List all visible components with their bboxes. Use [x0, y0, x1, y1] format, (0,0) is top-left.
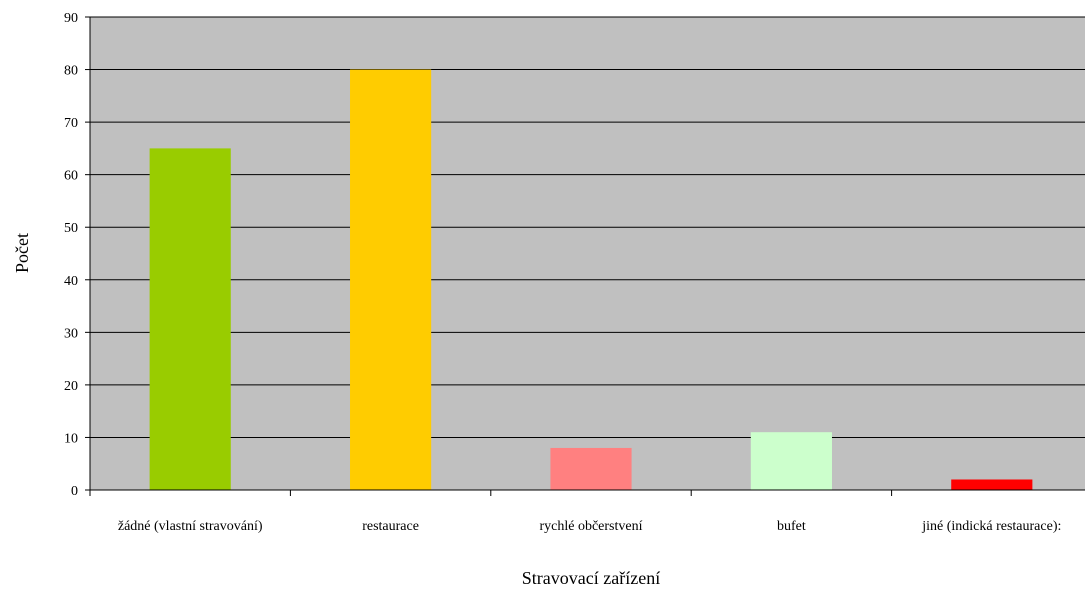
x-axis-title: Stravovací zařízení [522, 568, 660, 588]
y-tick-label: 80 [64, 64, 78, 79]
y-tick-label: 10 [64, 431, 78, 446]
plot-area [90, 17, 1085, 490]
x-tick-label: restaurace [362, 519, 419, 534]
bar [350, 69, 432, 491]
gridlines [90, 16, 1085, 438]
bar [750, 432, 832, 490]
y-tick-label: 0 [71, 484, 78, 499]
bars [149, 69, 1033, 491]
bar [550, 447, 632, 490]
y-tick-label: 50 [64, 221, 78, 236]
y-tick-label: 20 [64, 379, 78, 394]
x-tick-label: rychlé občerstvení [539, 519, 642, 534]
axes [85, 16, 1085, 496]
y-tick-label: 90 [64, 11, 78, 26]
x-tick-label: žádné (vlastní stravování) [118, 519, 263, 534]
y-tick-label: 60 [64, 169, 78, 184]
y-tick-label: 30 [64, 326, 78, 341]
y-tick-labels: 0 10 20 30 40 50 60 70 80 90 [64, 11, 78, 499]
bar [149, 148, 231, 490]
x-tick-labels: žádné (vlastní stravování) restaurace rych… [118, 519, 1061, 534]
y-tick-label: 70 [64, 116, 78, 131]
x-tick-label: jiné (indická restaurace): [921, 519, 1061, 534]
x-tick-label: bufet [777, 519, 806, 534]
y-tick-label: 40 [64, 274, 78, 289]
y-axis-title: Počet [12, 233, 32, 273]
bar [951, 479, 1033, 490]
